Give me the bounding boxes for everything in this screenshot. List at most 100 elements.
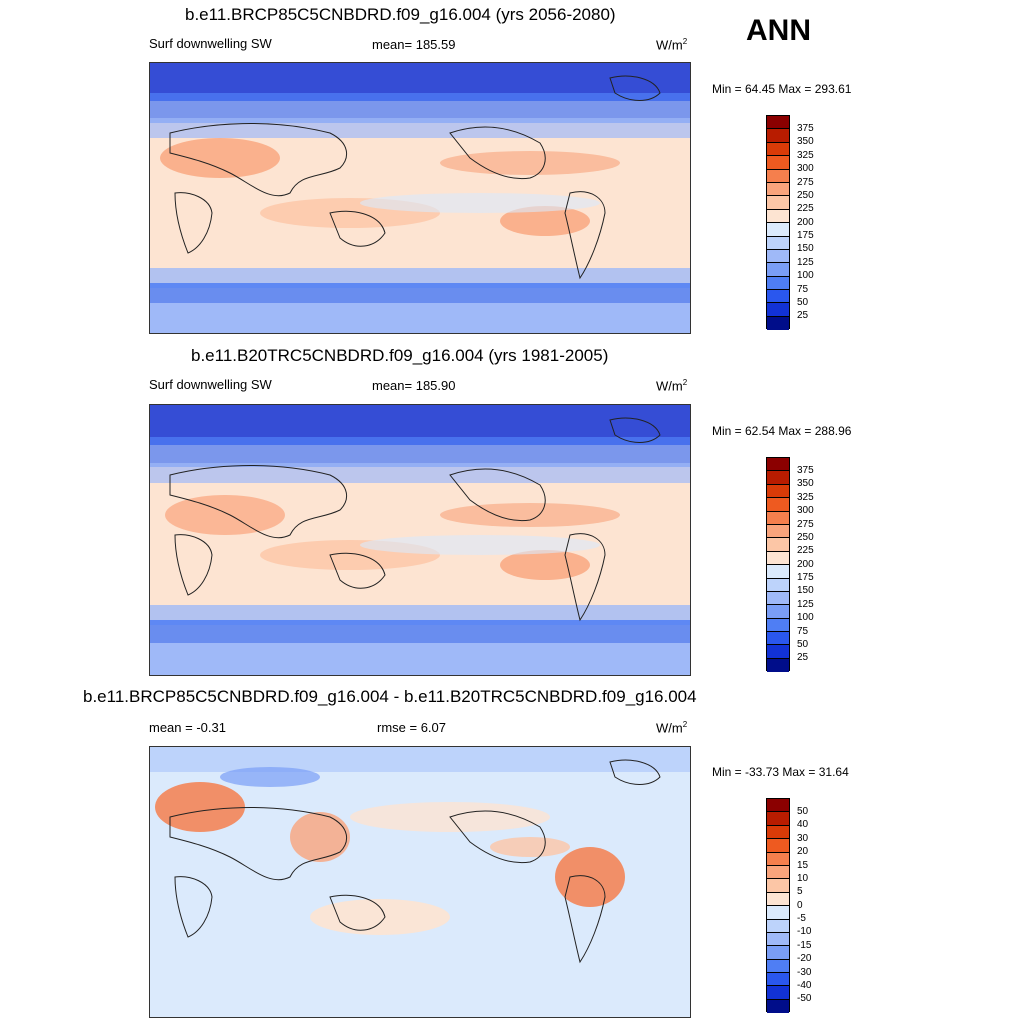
colorbar-tick: 375 bbox=[797, 465, 814, 476]
colorbar-swatch bbox=[767, 263, 789, 277]
colorbar-tick: 50 bbox=[797, 806, 809, 817]
colorbar-tick: 0 bbox=[797, 900, 803, 911]
panel2-colorbar bbox=[766, 457, 790, 673]
colorbar-tick: 350 bbox=[797, 136, 814, 147]
colorbar-tick: 200 bbox=[797, 217, 814, 228]
colorbar-swatch bbox=[767, 236, 789, 250]
colorbar-swatch bbox=[767, 511, 789, 525]
colorbar-swatch bbox=[767, 932, 789, 947]
panel2-mean: mean= 185.90 bbox=[372, 378, 456, 393]
colorbar-swatch bbox=[767, 276, 789, 291]
colorbar-swatch bbox=[767, 498, 789, 512]
colorbar-tick: 15 bbox=[797, 860, 809, 871]
colorbar-swatch bbox=[767, 852, 789, 866]
panel1-units-text: W/m bbox=[656, 37, 683, 53]
colorbar-swatch bbox=[767, 303, 789, 317]
colorbar-swatch bbox=[767, 316, 789, 331]
colorbar-swatch bbox=[767, 986, 789, 1000]
colorbar-tick: 225 bbox=[797, 545, 814, 556]
colorbar-swatch bbox=[767, 209, 789, 224]
colorbar-swatch bbox=[767, 249, 789, 264]
colorbar-swatch bbox=[767, 605, 789, 619]
colorbar-swatch bbox=[767, 129, 789, 143]
panel2-variable: Surf downwelling SW bbox=[149, 377, 272, 392]
colorbar-swatch bbox=[767, 825, 789, 840]
colorbar-swatch bbox=[767, 973, 789, 987]
colorbar-tick: 20 bbox=[797, 846, 809, 857]
colorbar-tick: 175 bbox=[797, 572, 814, 583]
colorbar-tick: 50 bbox=[797, 639, 809, 650]
colorbar-tick: 125 bbox=[797, 599, 814, 610]
colorbar-tick: 10 bbox=[797, 873, 809, 884]
colorbar-swatch bbox=[767, 142, 789, 157]
colorbar-tick: 75 bbox=[797, 284, 809, 295]
colorbar-swatch bbox=[767, 578, 789, 592]
colorbar-swatch bbox=[767, 879, 789, 893]
colorbar-swatch bbox=[767, 471, 789, 485]
panel2-title: b.e11.B20TRC5CNBDRD.f09_g16.004 (yrs 198… bbox=[191, 346, 609, 365]
panel1-colorbar bbox=[766, 115, 790, 331]
colorbar-swatch bbox=[767, 538, 789, 552]
panel3-colorbar bbox=[766, 798, 790, 1014]
panel3-units-text: W/m bbox=[656, 720, 683, 736]
colorbar-swatch bbox=[767, 458, 789, 472]
colorbar-swatch bbox=[767, 919, 789, 933]
panel1-units: W/m2 bbox=[656, 37, 688, 53]
panel1-map bbox=[149, 62, 691, 334]
colorbar-tick: 150 bbox=[797, 585, 814, 596]
colorbar-swatch bbox=[767, 906, 789, 920]
colorbar-swatch bbox=[767, 959, 789, 974]
colorbar-swatch bbox=[767, 658, 789, 673]
colorbar-swatch bbox=[767, 618, 789, 633]
colorbar-swatch bbox=[767, 812, 789, 826]
colorbar-tick: 175 bbox=[797, 230, 814, 241]
colorbar-tick: 125 bbox=[797, 257, 814, 268]
colorbar-swatch bbox=[767, 645, 789, 659]
colorbar-tick: 100 bbox=[797, 270, 814, 281]
colorbar-tick: 200 bbox=[797, 559, 814, 570]
colorbar-swatch bbox=[767, 156, 789, 170]
colorbar-tick: 275 bbox=[797, 519, 814, 530]
colorbar-swatch bbox=[767, 999, 789, 1014]
colorbar-swatch bbox=[767, 632, 789, 646]
colorbar-swatch bbox=[767, 223, 789, 237]
colorbar-tick: 325 bbox=[797, 492, 814, 503]
colorbar-tick: 25 bbox=[797, 652, 809, 663]
panel2-units: W/m2 bbox=[656, 378, 688, 394]
colorbar-tick: 25 bbox=[797, 310, 809, 321]
colorbar-swatch bbox=[767, 524, 789, 539]
colorbar-tick: 225 bbox=[797, 203, 814, 214]
panel2-units-text: W/m bbox=[656, 378, 683, 394]
colorbar-swatch bbox=[767, 892, 789, 907]
season-label: ANN bbox=[746, 14, 811, 47]
colorbar-tick: -10 bbox=[797, 926, 812, 937]
panel3-units: W/m2 bbox=[656, 720, 688, 736]
panel3-title: b.e11.BRCP85C5CNBDRD.f09_g16.004 - b.e11… bbox=[83, 687, 697, 706]
colorbar-tick: 50 bbox=[797, 297, 809, 308]
colorbar-swatch bbox=[767, 551, 789, 566]
panel3-map bbox=[149, 746, 691, 1018]
colorbar-tick: 300 bbox=[797, 163, 814, 174]
colorbar-tick: 250 bbox=[797, 532, 814, 543]
colorbar-tick: 300 bbox=[797, 505, 814, 516]
panel2-minmax: Min = 62.54 Max = 288.96 bbox=[712, 424, 852, 438]
panel1-minmax: Min = 64.45 Max = 293.61 bbox=[712, 82, 852, 96]
colorbar-tick: 275 bbox=[797, 177, 814, 188]
colorbar-tick: 375 bbox=[797, 123, 814, 134]
colorbar-tick: 75 bbox=[797, 626, 809, 637]
colorbar-tick: -15 bbox=[797, 940, 812, 951]
colorbar-tick: 40 bbox=[797, 819, 809, 830]
colorbar-tick: -50 bbox=[797, 993, 812, 1004]
colorbar-swatch bbox=[767, 839, 789, 853]
colorbar-swatch bbox=[767, 182, 789, 197]
colorbar-tick: -5 bbox=[797, 913, 806, 924]
colorbar-tick: 30 bbox=[797, 833, 809, 844]
colorbar-tick: -40 bbox=[797, 980, 812, 991]
colorbar-tick: 100 bbox=[797, 612, 814, 623]
colorbar-swatch bbox=[767, 290, 789, 304]
colorbar-tick: 250 bbox=[797, 190, 814, 201]
colorbar-swatch bbox=[767, 946, 789, 960]
colorbar-swatch bbox=[767, 799, 789, 813]
panel3-minmax: Min = -33.73 Max = 31.64 bbox=[712, 765, 849, 779]
panel1-mean: mean= 185.59 bbox=[372, 37, 456, 52]
